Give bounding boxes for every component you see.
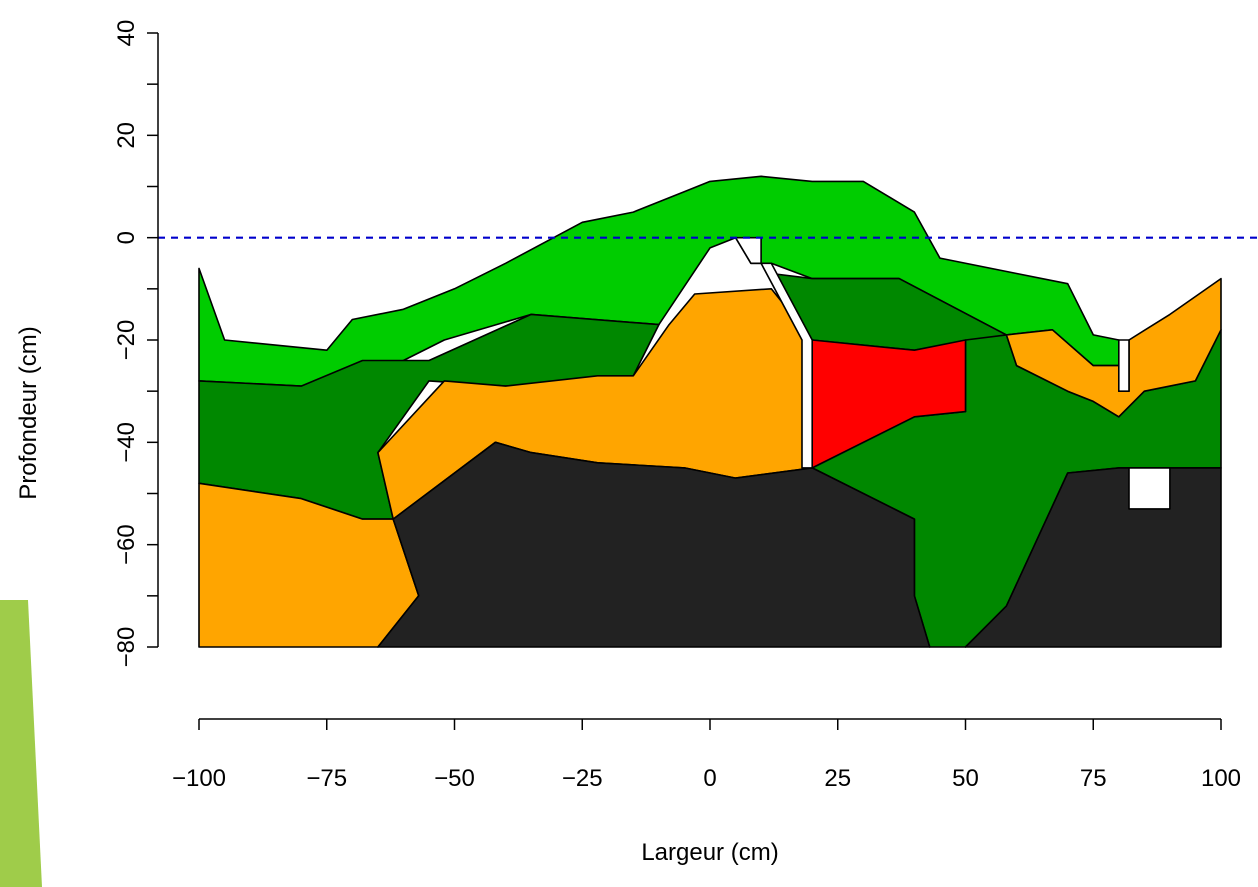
x-tick-label: 25 [824, 765, 851, 792]
region-white-11 [760, 262, 814, 469]
x-tick-label: 75 [1080, 765, 1107, 792]
x-tick-label: 0 [703, 765, 716, 792]
y-tick-label: 0 [113, 231, 140, 244]
y-tick-label: −20 [113, 320, 140, 361]
region-black-9 [964, 467, 1222, 648]
region-light-green-0 [198, 175, 1120, 387]
region-white-12 [1118, 339, 1130, 393]
region-orange-6 [1005, 277, 1222, 418]
x-axis: −100 −75 −50 −25 0 25 50 75 100 [172, 718, 1241, 792]
x-tick-label: 50 [952, 765, 979, 792]
y-tick-label: 40 [113, 20, 140, 47]
x-tick-label: 100 [1201, 765, 1241, 792]
y-tick-label: −60 [113, 524, 140, 565]
y-tick-label: 20 [113, 122, 140, 149]
region-white-10 [734, 236, 762, 265]
y-axis-title: Profondeur (cm) [15, 326, 42, 499]
x-tick-label: −50 [434, 765, 475, 792]
y-tick-label: −40 [113, 422, 140, 463]
y-axis: −80 −60 −40 −20 0 20 40 [113, 20, 159, 668]
region-white-13 [1128, 467, 1171, 510]
soil-regions [198, 175, 1222, 648]
x-tick-label: −25 [562, 765, 603, 792]
x-tick-label: −100 [172, 765, 226, 792]
y-tick-label: −80 [113, 627, 140, 668]
region-black-8 [377, 441, 931, 648]
x-tick-label: −75 [306, 765, 347, 792]
x-axis-title: Largeur (cm) [641, 839, 778, 866]
slide-accent-shape [0, 600, 42, 887]
